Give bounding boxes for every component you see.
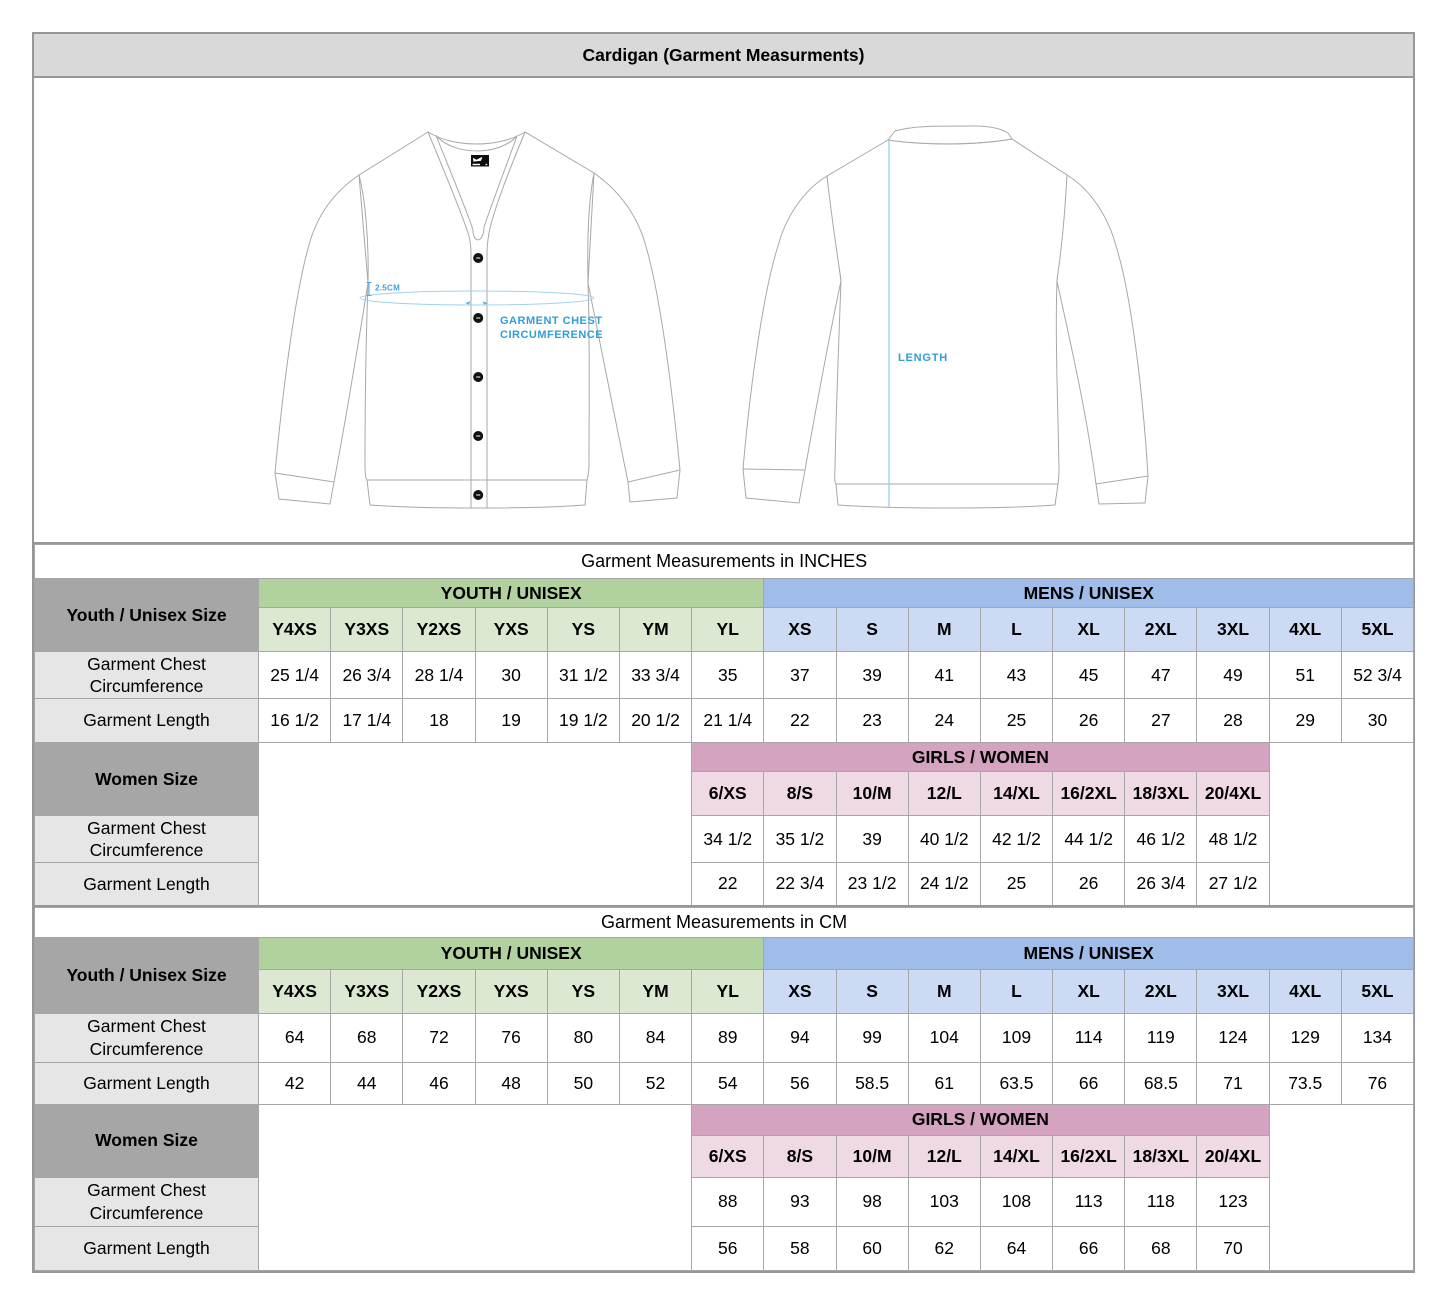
svg-text:LENGTH: LENGTH [898,352,948,364]
svg-text:2.5CM: 2.5CM [375,284,400,293]
svg-text:GARMENT CHEST: GARMENT CHEST [500,315,602,327]
svg-text:CIRCUMFERENCE: CIRCUMFERENCE [500,329,603,341]
